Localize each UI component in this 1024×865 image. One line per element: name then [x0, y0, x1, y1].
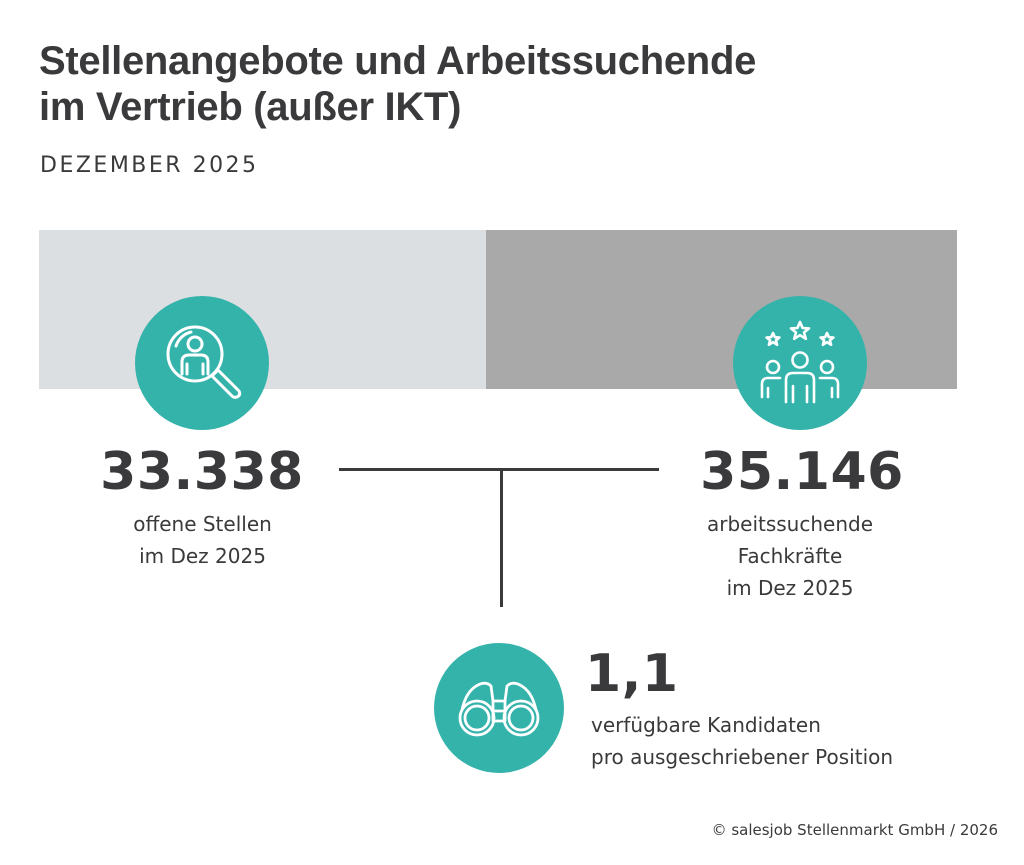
page-title: Stellenangebote und Arbeitssuchende im V… — [39, 38, 939, 130]
open-jobs-value: 33.338 — [100, 442, 304, 502]
copyright-footer: © salesjob Stellenmarkt GmbH / 2026 — [711, 821, 998, 839]
team-stars-icon — [733, 296, 867, 430]
page-subtitle: DEZEMBER 2025 — [40, 153, 259, 178]
job-seekers-value: 35.146 — [700, 442, 904, 502]
job-seekers-label: arbeitssuchende Fachkräfte im Dez 2025 — [680, 508, 900, 604]
open-jobs-label: offene Stellen im Dez 2025 — [100, 508, 305, 572]
job-seekers-label-line-1: arbeitssuchende — [706, 512, 874, 536]
title-line-1: Stellenangebote und Arbeitssuchende — [39, 39, 757, 83]
title-line-2: im Vertrieb (außer IKT) — [39, 85, 462, 129]
bar-job-seekers — [486, 230, 957, 389]
binoculars-icon — [434, 643, 564, 773]
job-seekers-label-line-2: Fachkräfte — [737, 544, 843, 568]
ratio-label-line-1: verfügbare Kandidaten — [591, 713, 821, 737]
connector-vertical — [500, 470, 503, 607]
job-seekers-label-line-3: im Dez 2025 — [726, 576, 854, 600]
connector-horizontal — [339, 468, 659, 471]
ratio-label: verfügbare Kandidaten pro ausgeschrieben… — [591, 709, 991, 773]
open-jobs-label-line-2: im Dez 2025 — [139, 544, 266, 568]
ratio-value: 1,1 — [585, 644, 679, 704]
open-jobs-label-line-1: offene Stellen — [133, 512, 272, 536]
ratio-label-line-2: pro ausgeschriebener Position — [591, 745, 894, 769]
search-person-icon — [135, 296, 269, 430]
